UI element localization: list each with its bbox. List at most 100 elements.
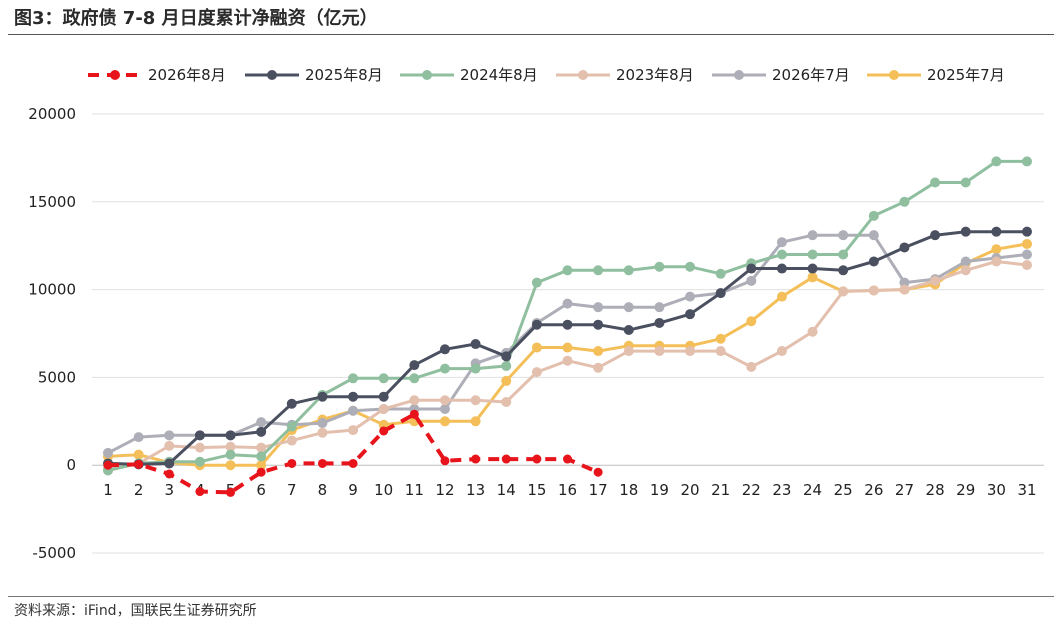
data-point <box>746 263 757 274</box>
data-point <box>409 409 419 419</box>
data-point <box>838 249 849 260</box>
legend-swatch-marker <box>422 70 432 80</box>
data-point <box>623 324 634 335</box>
data-point <box>531 319 542 330</box>
x-tick-label: 8 <box>318 481 328 499</box>
data-point <box>103 447 113 458</box>
data-point <box>562 298 573 309</box>
data-point <box>562 265 573 276</box>
data-point <box>470 363 481 374</box>
data-point <box>378 404 389 415</box>
data-point <box>225 449 236 460</box>
data-point <box>164 469 174 479</box>
data-point <box>194 456 205 467</box>
data-point <box>685 346 696 357</box>
data-point <box>930 230 941 241</box>
x-tick-label: 3 <box>164 481 174 499</box>
data-point <box>348 405 359 416</box>
x-tick-label: 15 <box>527 481 546 499</box>
data-point <box>1022 260 1032 271</box>
x-tick-label: 12 <box>435 481 454 499</box>
data-point <box>593 362 604 373</box>
data-point <box>225 460 236 471</box>
data-point <box>317 458 327 468</box>
data-point <box>164 440 175 451</box>
data-point <box>409 373 420 384</box>
data-point <box>164 458 175 469</box>
data-point <box>960 256 971 267</box>
x-tick-label: 20 <box>680 481 699 499</box>
x-tick-label: 1 <box>103 481 113 499</box>
data-point <box>470 339 481 350</box>
data-point <box>746 361 757 372</box>
x-tick-label: 17 <box>589 481 608 499</box>
data-point <box>348 425 359 436</box>
x-tick-label: 13 <box>466 481 485 499</box>
data-point <box>807 263 818 274</box>
data-point <box>960 177 971 188</box>
data-point <box>654 346 665 357</box>
data-point <box>593 265 604 276</box>
x-tick-label: 30 <box>987 481 1006 499</box>
data-point <box>409 395 420 406</box>
data-point <box>715 268 726 279</box>
data-point <box>256 467 266 477</box>
legend-item: 2024年8月 <box>400 66 538 84</box>
x-tick-label: 22 <box>742 481 761 499</box>
data-point <box>685 309 696 320</box>
x-tick-label: 24 <box>803 481 822 499</box>
data-point <box>746 316 757 327</box>
data-point <box>439 344 450 355</box>
data-point <box>776 291 787 302</box>
legend-label: 2025年8月 <box>305 66 383 84</box>
data-point <box>776 237 787 248</box>
legend-swatch-marker <box>110 70 120 80</box>
data-point <box>256 426 267 437</box>
data-point <box>440 456 450 466</box>
data-point <box>439 404 450 415</box>
data-point <box>899 284 910 295</box>
data-point <box>256 451 267 462</box>
data-point <box>225 441 236 452</box>
data-point <box>256 442 267 453</box>
legend-swatch-marker <box>734 70 744 80</box>
data-point <box>807 249 818 260</box>
y-tick-label: 15000 <box>28 193 76 211</box>
legend-label: 2026年8月 <box>148 66 226 84</box>
data-point <box>286 398 297 409</box>
x-tick-label: 23 <box>772 481 791 499</box>
data-point <box>593 319 604 330</box>
data-point <box>378 373 389 384</box>
data-point <box>807 230 818 241</box>
data-point <box>531 367 542 378</box>
data-point <box>623 265 634 276</box>
series-2025年8月 <box>103 226 1032 470</box>
data-point <box>286 435 297 446</box>
x-tick-label: 26 <box>864 481 883 499</box>
x-tick-label: 11 <box>405 481 424 499</box>
data-point <box>838 230 849 241</box>
legend-label: 2026年7月 <box>772 66 850 84</box>
legend-item: 2026年8月 <box>88 66 226 84</box>
data-point <box>930 275 941 286</box>
data-point <box>776 263 787 274</box>
data-point <box>134 459 144 469</box>
data-point <box>501 375 512 386</box>
data-point <box>685 291 696 302</box>
data-point <box>348 373 359 384</box>
data-point <box>593 467 603 477</box>
y-tick-label: 5000 <box>38 368 76 386</box>
y-tick-label: -5000 <box>32 544 76 562</box>
data-point <box>991 226 1002 237</box>
data-point <box>807 326 818 337</box>
data-point <box>1022 156 1032 167</box>
x-tick-label: 10 <box>374 481 393 499</box>
x-tick-label: 14 <box>497 481 516 499</box>
x-tick-label: 28 <box>926 481 945 499</box>
data-point <box>470 395 481 406</box>
data-point <box>317 418 328 429</box>
data-point <box>838 286 849 297</box>
data-point <box>287 458 297 468</box>
data-point <box>164 430 175 441</box>
x-tick-label: 7 <box>287 481 297 499</box>
